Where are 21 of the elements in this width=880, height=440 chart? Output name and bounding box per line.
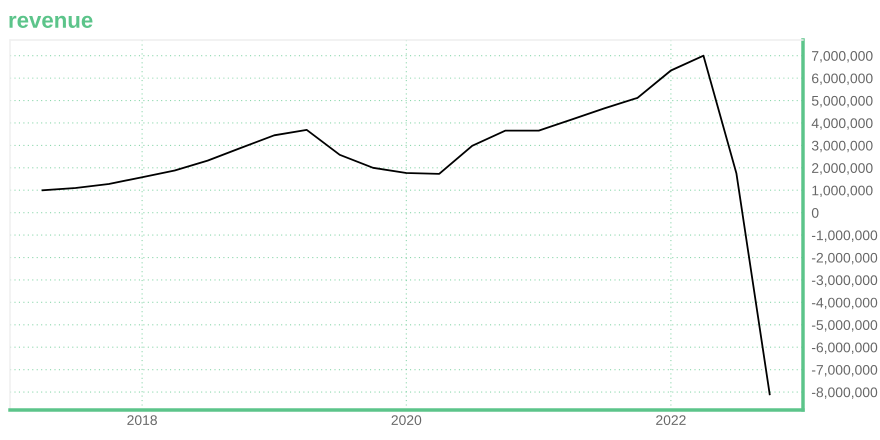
y-tick-label: -3,000,000 bbox=[812, 275, 878, 287]
x-tick-label: 2022 bbox=[656, 415, 686, 426]
y-tick-label: 5,000,000 bbox=[812, 96, 873, 108]
y-tick-label: 2,000,000 bbox=[812, 163, 873, 175]
chart-title: revenue bbox=[9, 16, 92, 28]
y-tick-label: 7,000,000 bbox=[812, 51, 873, 63]
y-tick-label: -6,000,000 bbox=[812, 342, 878, 354]
y-tick-label: -1,000,000 bbox=[812, 230, 878, 242]
y-tick-label: -7,000,000 bbox=[812, 364, 878, 376]
x-tick-label: 2020 bbox=[392, 415, 422, 426]
line-series bbox=[42, 54, 771, 396]
y-tick-label: 3,000,000 bbox=[812, 140, 873, 152]
y-tick-label: -5,000,000 bbox=[812, 320, 878, 332]
y-tick-label: -4,000,000 bbox=[812, 298, 878, 310]
y-tick-label: 6,000,000 bbox=[812, 73, 873, 85]
y-tick-label: 1,000,000 bbox=[812, 186, 873, 198]
x-tick-label: 2018 bbox=[127, 415, 157, 426]
y-tick-label: -2,000,000 bbox=[812, 252, 878, 264]
y-tick-label: -8,000,000 bbox=[812, 387, 878, 399]
y-tick-label: 4,000,000 bbox=[812, 118, 873, 130]
y-tick-label: 0 bbox=[812, 208, 819, 218]
